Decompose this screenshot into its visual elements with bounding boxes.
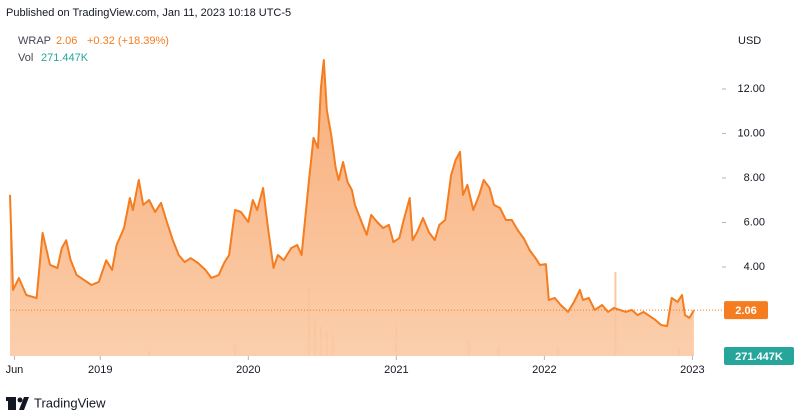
price-line <box>9 59 695 327</box>
x-tick-label: 2019 <box>88 364 112 376</box>
x-tick-label: 2021 <box>384 364 408 376</box>
y-tick-label: 10.00 <box>737 127 765 139</box>
price-area <box>10 60 694 356</box>
y-tick-label: 4.00 <box>744 261 765 273</box>
y-tick-label: 6.00 <box>744 216 765 228</box>
last-price-tag-label: 2.06 <box>735 305 756 317</box>
last-volume: 271.447K <box>41 52 89 64</box>
last-volume-tag <box>724 347 794 365</box>
published-note: Published on TradingView.com, Jan 11, 20… <box>6 7 291 19</box>
last-price: 2.06 <box>56 35 77 47</box>
price-change: +0.32 (+18.39%) <box>87 35 169 47</box>
x-tick-label: Jun <box>6 364 24 376</box>
currency: USD <box>738 35 761 47</box>
brand: TradingView <box>34 395 106 410</box>
x-tick-label: 2020 <box>236 364 260 376</box>
y-tick-label: 8.00 <box>744 172 765 184</box>
last-price-tag <box>724 301 768 320</box>
y-tick-label: 12.00 <box>737 83 765 95</box>
logo <box>6 397 29 410</box>
x-tick-label: 2022 <box>532 364 556 376</box>
plot-area <box>9 59 722 356</box>
symbol: WRAP <box>18 35 51 47</box>
last-volume-tag-label: 271.447K <box>735 351 783 363</box>
volume-title: Vol <box>18 52 33 64</box>
x-tick-label: 2023 <box>680 364 704 376</box>
